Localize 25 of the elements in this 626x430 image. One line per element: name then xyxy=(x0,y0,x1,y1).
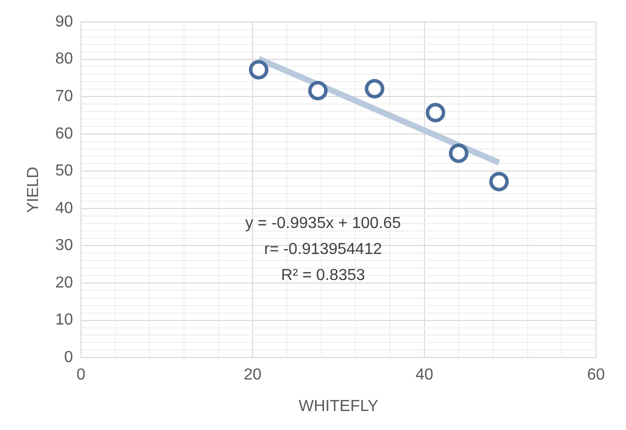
annotation: r= -0.913954412 xyxy=(264,240,382,258)
y-tick-label: 90 xyxy=(55,13,74,30)
y-tick-label: 30 xyxy=(55,237,74,254)
x-tick-label: 40 xyxy=(415,366,434,384)
y-tick-label: 50 xyxy=(55,162,74,180)
annotation: R² = 0.8353 xyxy=(281,266,366,284)
point xyxy=(248,60,268,80)
y-axis-title: YIELD xyxy=(25,166,42,213)
annotation: y = -0.9935x + 100.65 xyxy=(245,214,401,232)
y-tick-label: 10 xyxy=(55,312,74,329)
point xyxy=(308,80,328,100)
x-tick-label: 20 xyxy=(244,366,262,384)
point xyxy=(448,144,468,164)
y-tick-label: 0 xyxy=(64,349,74,366)
x-tick-label: 0 xyxy=(76,366,86,384)
x-tick-label: 60 xyxy=(587,366,605,384)
x-axis-title: WHITEFLY xyxy=(298,398,379,415)
y-tick-label: 40 xyxy=(55,200,74,217)
y-tick-label: 80 xyxy=(55,50,74,68)
y-tick-label: 20 xyxy=(55,274,74,292)
point xyxy=(364,78,384,98)
y-tick-label: 60 xyxy=(55,125,74,142)
point xyxy=(426,102,446,122)
point xyxy=(489,172,509,192)
y-tick-label: 70 xyxy=(55,88,74,105)
